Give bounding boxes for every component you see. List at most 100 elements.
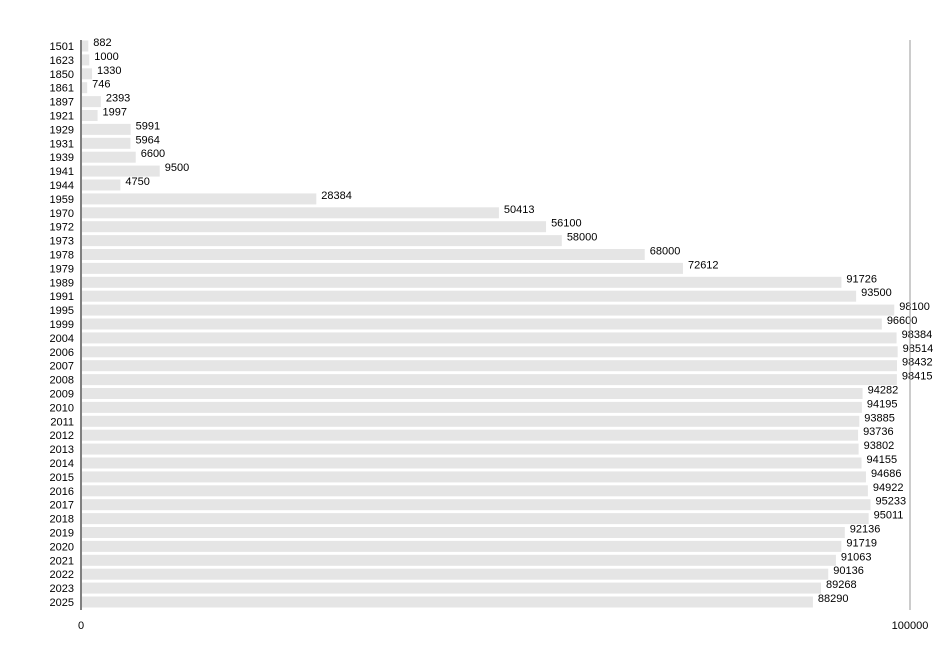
data-label: 93736 — [863, 426, 894, 438]
bar — [82, 346, 898, 358]
data-label: 93885 — [864, 412, 895, 424]
bar — [82, 415, 860, 427]
bar — [82, 68, 93, 80]
bar — [82, 457, 862, 469]
bar — [82, 54, 90, 66]
bar — [82, 262, 683, 274]
y-tick-label: 2015 — [50, 472, 74, 484]
data-label: 89268 — [826, 579, 857, 591]
y-tick-label: 1850 — [50, 69, 74, 81]
data-label: 98432 — [902, 357, 933, 369]
y-tick-label: 1970 — [50, 208, 74, 220]
data-label: 98384 — [902, 329, 933, 341]
bar — [82, 332, 897, 344]
bar — [82, 179, 121, 191]
y-tick-label: 1978 — [50, 250, 74, 262]
y-tick-label: 1995 — [50, 305, 74, 317]
y-tick-label: 2016 — [50, 486, 74, 498]
x-tick-label-min: 0 — [78, 620, 84, 632]
y-tick-label: 2011 — [50, 416, 74, 428]
data-label: 1000 — [94, 51, 118, 63]
bar — [82, 110, 98, 121]
data-label: 91719 — [846, 537, 877, 549]
bar — [82, 137, 131, 149]
bar — [82, 401, 862, 413]
bar — [82, 374, 897, 386]
data-label: 96600 — [887, 315, 918, 327]
bar — [82, 235, 562, 247]
y-tick-label: 2025 — [50, 597, 74, 609]
data-label: 98415 — [902, 371, 933, 383]
data-label: 98100 — [899, 301, 930, 313]
bar — [82, 471, 866, 483]
data-label: 72612 — [688, 259, 719, 271]
bar — [82, 82, 88, 94]
y-tick-label: 1989 — [50, 277, 74, 289]
data-label: 5964 — [135, 134, 159, 146]
data-label: 746 — [92, 79, 110, 91]
bar — [82, 485, 868, 497]
bar — [82, 304, 895, 316]
data-label: 1997 — [103, 107, 127, 119]
bar — [82, 123, 131, 135]
y-tick-label: 2008 — [50, 375, 74, 387]
bar — [82, 429, 859, 441]
bar — [82, 443, 859, 455]
y-tick-label: 1623 — [50, 55, 74, 67]
data-label: 94155 — [867, 454, 898, 466]
y-tick-label: 2006 — [50, 347, 74, 359]
bar — [82, 360, 898, 372]
y-tick-label: 1921 — [50, 111, 74, 123]
y-tick-label: 2017 — [50, 500, 74, 512]
bar — [82, 540, 842, 552]
y-tick-label: 2010 — [50, 402, 74, 414]
bar — [82, 568, 829, 580]
y-tick-label: 2022 — [50, 569, 74, 581]
data-label: 94922 — [873, 482, 904, 494]
y-tick-label: 1941 — [50, 166, 74, 178]
bar — [82, 40, 89, 52]
y-tick-label: 1999 — [50, 319, 74, 331]
bar — [82, 318, 882, 330]
bar — [82, 596, 813, 608]
data-label: 93802 — [864, 440, 895, 452]
data-label: 91063 — [841, 551, 872, 563]
y-tick-label: 2004 — [50, 333, 74, 345]
x-tick-label-max: 100000 — [892, 620, 929, 632]
data-label: 1330 — [97, 65, 121, 77]
y-tick-label: 1973 — [50, 236, 74, 248]
data-label: 94686 — [871, 468, 902, 480]
y-tick-label: 1929 — [50, 124, 74, 136]
data-label: 91726 — [846, 273, 877, 285]
data-label: 98514 — [903, 343, 934, 355]
data-label: 56100 — [551, 218, 582, 230]
bar — [82, 96, 101, 108]
y-tick-label: 2020 — [50, 541, 74, 553]
bar — [82, 151, 136, 163]
bar — [82, 388, 863, 399]
bar — [82, 276, 842, 288]
data-label: 9500 — [165, 162, 189, 174]
y-tick-label: 2018 — [50, 514, 74, 526]
data-label: 93500 — [861, 287, 892, 299]
y-tick-label: 1944 — [50, 180, 74, 192]
y-tick-label: 1931 — [50, 138, 74, 150]
bar — [82, 207, 499, 219]
data-label: 92136 — [850, 524, 881, 536]
data-label: 882 — [93, 37, 111, 49]
data-label: 58000 — [567, 232, 598, 244]
bar — [82, 249, 645, 260]
y-tick-label: 1991 — [50, 291, 74, 303]
bar — [82, 499, 871, 511]
y-tick-label: 2013 — [50, 444, 74, 456]
y-tick-label: 1897 — [50, 97, 74, 109]
y-tick-label: 2007 — [50, 361, 74, 373]
bar — [82, 554, 836, 566]
data-label: 68000 — [650, 246, 681, 258]
y-tick-label: 1861 — [50, 83, 74, 95]
data-label: 5991 — [136, 120, 160, 132]
data-label: 50413 — [504, 204, 535, 216]
y-tick-label: 1959 — [50, 194, 74, 206]
bar — [82, 165, 160, 177]
